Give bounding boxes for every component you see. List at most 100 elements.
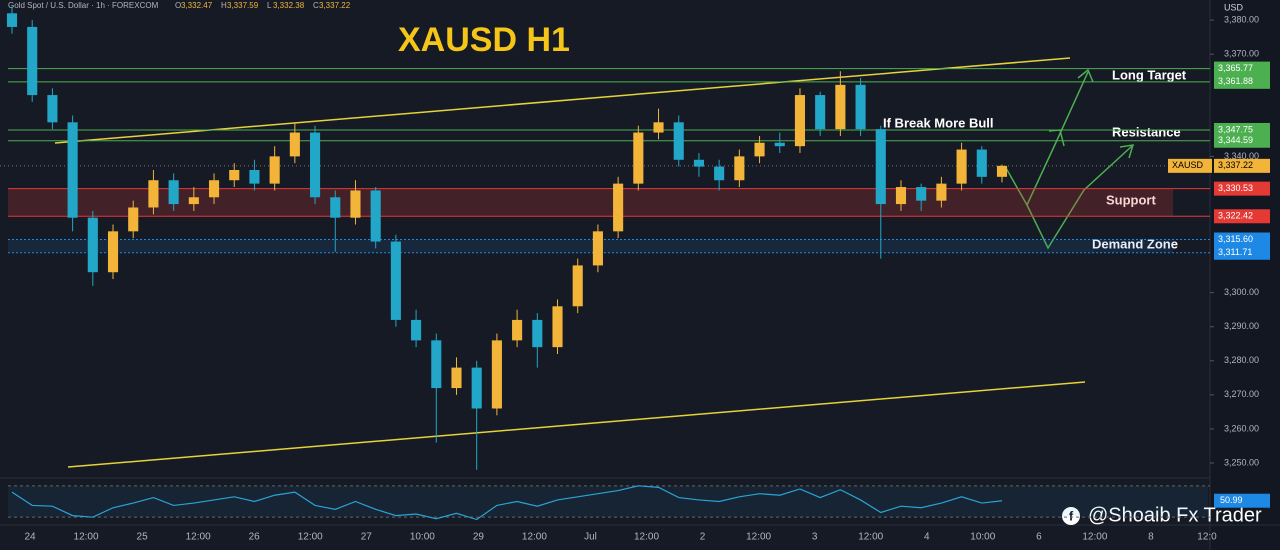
candle-body [370, 190, 381, 242]
level-label-bg [1214, 209, 1270, 224]
level-label: 3,344.59 [1218, 135, 1253, 145]
candle-body [471, 367, 482, 409]
candle-body [6, 13, 18, 27]
symbol-name: Gold Spot / U.S. Dollar · 1h · FOREXCOM [8, 1, 159, 10]
channel-top [54, 57, 1071, 144]
y-tick-label: 3,380.00 [1224, 14, 1259, 24]
alt-path-arrow [1026, 145, 1133, 250]
y-tick-label: 3,290.00 [1224, 321, 1259, 331]
candle-body [875, 129, 886, 205]
level-label: 3,322.42 [1218, 211, 1253, 221]
candle-body [794, 95, 806, 147]
level-label: 3,337.22 [1218, 160, 1253, 170]
ohlc-value: 3,337.59 [227, 1, 259, 10]
candle-body [87, 217, 98, 273]
candle-body [693, 159, 704, 167]
x-tick-label: 6 [1036, 532, 1042, 543]
y-tick-label: 3,280.00 [1224, 355, 1259, 365]
annotation: Support [1106, 192, 1156, 207]
candle-body [996, 165, 1008, 177]
price-axis-bg [1210, 0, 1280, 550]
level-label-bg [1214, 245, 1270, 260]
candle-body [673, 122, 684, 160]
candle-body [976, 149, 987, 177]
candle-body [47, 95, 58, 123]
level-label: 3,347.75 [1218, 124, 1253, 134]
channel-bottom [67, 381, 1086, 468]
ohlc-key: H [221, 1, 227, 10]
candle-body [936, 183, 947, 201]
candle-body [451, 367, 462, 389]
y-tick-label: 3,300.00 [1224, 287, 1259, 297]
level-label: 3,330.53 [1218, 183, 1253, 193]
candle-body [734, 156, 745, 181]
candle-body [532, 319, 543, 348]
candle-body [552, 306, 563, 348]
annotation: Demand Zone [1092, 236, 1178, 251]
zone [8, 239, 1173, 253]
candle-body [188, 197, 199, 205]
candle-body [815, 95, 826, 130]
arrow-head [1077, 68, 1094, 83]
level-label-bg [1214, 61, 1270, 76]
level-label-bg [1214, 181, 1270, 196]
facebook-icon [1062, 507, 1080, 525]
candle-body [754, 142, 765, 157]
candle-body [310, 132, 321, 198]
x-tick-label: 24 [24, 532, 36, 543]
candle-body [592, 231, 603, 266]
x-tick-label: 12:00 [1082, 532, 1107, 543]
zone [8, 188, 1173, 217]
candle-body [431, 340, 442, 389]
ohlc-value: 3,332.47 [181, 1, 213, 10]
x-tick-label: 25 [137, 532, 149, 543]
candle-body [269, 156, 280, 184]
level-label-bg [1214, 122, 1270, 137]
symbol-tag-bg [1168, 158, 1212, 173]
candle-body [774, 142, 785, 147]
rsi-line [11, 485, 1003, 521]
candle-body [572, 265, 583, 307]
level-label-bg [1214, 232, 1270, 247]
ohlc-key: L [267, 1, 272, 10]
candle-body [895, 187, 907, 205]
x-tick-label: 3 [812, 532, 818, 543]
y-tick-label: 3,260.00 [1224, 423, 1259, 433]
y-tick-label: 3,250.00 [1224, 457, 1259, 467]
candle-body [390, 241, 401, 320]
x-tick-label: 12:00 [298, 532, 323, 543]
candle-body [249, 170, 260, 184]
candle-body [148, 180, 159, 208]
annotation: Long Target [1112, 67, 1187, 82]
x-tick-label: 27 [361, 532, 373, 543]
candle-body [107, 231, 119, 273]
bull-path-arrow [1005, 71, 1089, 207]
candle-body [512, 319, 523, 341]
annotation: Resistance [1112, 124, 1181, 139]
candle-body [27, 26, 38, 96]
arrow-head [1119, 144, 1135, 159]
ohlc-value: 3,337.22 [319, 1, 351, 10]
candle-body [350, 190, 361, 218]
chart-title: XAUSD H1 [398, 21, 570, 59]
ohlc-value: 3,332.38 [273, 1, 305, 10]
level-label-bg [1214, 158, 1270, 173]
x-tick-label: 10:00 [970, 532, 995, 543]
candle-body [633, 132, 644, 184]
x-tick-label: 12:00 [522, 532, 547, 543]
x-tick-label: 12:00 [858, 532, 883, 543]
candle-body [916, 187, 927, 201]
facebook-icon-f: f [1069, 508, 1074, 523]
x-tick-label: 29 [473, 532, 485, 543]
candle-body [714, 166, 725, 181]
level-label: 3,315.60 [1218, 234, 1253, 244]
level-label: 3,361.88 [1218, 76, 1253, 86]
level-label-bg [1214, 74, 1270, 89]
candle-body [411, 319, 422, 341]
level-label: 3,311.71 [1218, 247, 1252, 257]
candle-body [208, 180, 220, 198]
ohlc-key: O [175, 1, 181, 10]
candle-body [67, 122, 78, 218]
